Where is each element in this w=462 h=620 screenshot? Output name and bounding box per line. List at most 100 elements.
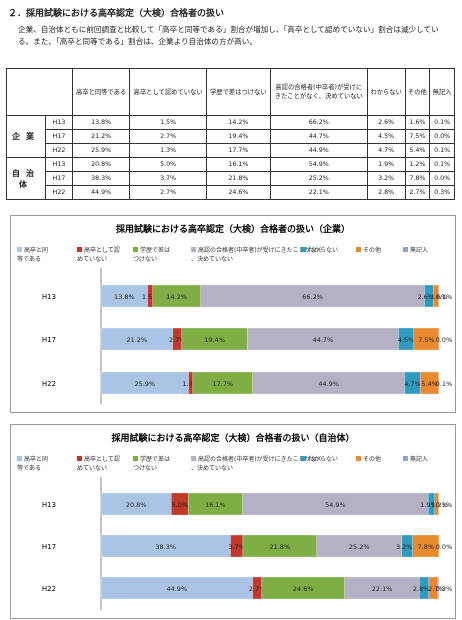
- data-label: 0.1%: [436, 501, 453, 509]
- table-column-header: 学歴で差はつけない: [205, 68, 271, 116]
- table-column-header: わからない: [366, 68, 406, 116]
- table-column-header: 無記入: [429, 68, 455, 116]
- data-label: 2.7%: [169, 336, 186, 344]
- data-label: 0.1%: [436, 380, 453, 388]
- data-label: 22.1%: [372, 585, 393, 593]
- table-cell: 44.9%: [269, 143, 368, 158]
- table-column-header: 高卒として認めていない: [129, 68, 207, 116]
- legend-swatch: [403, 247, 408, 252]
- data-label: 54.9%: [325, 501, 346, 509]
- table-cell: 0.1%: [429, 115, 455, 130]
- data-label: 2.7%: [249, 585, 266, 593]
- data-label: 0.3%: [436, 585, 453, 593]
- data-label: 66.2%: [302, 293, 323, 301]
- table-cell: 1.6%: [404, 115, 431, 130]
- data-label: 3.2%: [396, 543, 413, 551]
- data-label: 1.5%: [142, 293, 159, 301]
- table-cell: 0.1%: [429, 157, 455, 172]
- year-cell: H17: [45, 171, 73, 186]
- table-cell: 1.3%: [129, 143, 207, 158]
- data-label: 7.5%: [418, 336, 435, 344]
- year-cell: H22: [45, 143, 73, 158]
- table-cell: 25.9%: [71, 143, 131, 158]
- table-cell: 0.3%: [429, 185, 455, 200]
- data-label: 21.2%: [126, 336, 147, 344]
- legend-label: わからない: [308, 456, 338, 463]
- category-tick-label: H17: [42, 336, 56, 344]
- table-cell: 2.7%: [129, 185, 207, 200]
- data-label: 2.8%: [413, 585, 430, 593]
- legend-label: その他: [363, 455, 381, 463]
- table-cell: 3.7%: [129, 171, 207, 186]
- data-label: 2.7%: [428, 585, 445, 593]
- data-label: 44.9%: [318, 380, 339, 388]
- data-label: 0.0%: [436, 336, 453, 344]
- legend-label: 学歴で差はつけない: [133, 455, 170, 472]
- legend-swatch: [17, 247, 22, 252]
- data-label: 19.4%: [204, 336, 225, 344]
- table-cell: 2.6%: [366, 115, 406, 130]
- data-label: 25.2%: [349, 543, 370, 551]
- legend-swatch: [191, 247, 196, 252]
- table-cell: 14.2%: [205, 115, 271, 130]
- data-label: 4.5%: [398, 336, 415, 344]
- chart-kigyo-svg: 採用試験における高卒認定（大検）合格者の扱い（企業） 高卒と同等である 高卒として認…: [17, 223, 453, 404]
- table-cell: 1.2%: [404, 157, 431, 172]
- table-cell: 1.5%: [129, 115, 207, 130]
- data-label: 44.7%: [313, 336, 334, 344]
- data-label: 7.8%: [418, 543, 435, 551]
- table-cell: 38.3%: [71, 171, 131, 186]
- data-label: 13.8%: [114, 293, 135, 301]
- group-label-kigyo: 企業: [6, 115, 46, 158]
- table-cell: 7.5%: [404, 129, 431, 144]
- legend-swatch: [356, 456, 361, 461]
- category-tick-label: H17: [42, 543, 56, 551]
- data-label: 5.4%: [421, 380, 438, 388]
- table-row: H22 25.9% 1.3% 17.7% 44.9% 4.7% 5.4% 0.1…: [7, 143, 455, 158]
- year-cell: H17: [45, 129, 73, 144]
- table-column-header: その他: [404, 68, 431, 116]
- table-cell: 7.8%: [404, 171, 431, 186]
- table-cell: 25.2%: [269, 171, 368, 186]
- legend-label: 学歴で差はつけない: [133, 246, 170, 263]
- table-cell: 2.8%: [366, 185, 406, 200]
- category-tick-label: H22: [42, 380, 56, 388]
- legend-swatch: [17, 456, 22, 461]
- legend-swatch: [301, 247, 306, 252]
- data-label: 0.1%: [436, 293, 453, 301]
- table-column-header: 高卒と同等である: [71, 68, 131, 116]
- legend-label: その他: [363, 246, 381, 254]
- chart-kigyo: 採用試験における高卒認定（大検）合格者の扱い（企業） 高卒と同等である 高卒として認…: [10, 215, 456, 413]
- legend-label: 高認の合格者(中卒者)が受けにきたことがなく、決めていない: [191, 246, 323, 263]
- legend-label: 高認の合格者(中卒者)が受けにきたことがなく、決めていない: [191, 455, 323, 472]
- chart-jichitai-svg: 採用試験における高卒認定（大検）合格者の扱い（自治体） 高卒と同等である 高卒として…: [17, 432, 453, 610]
- year-cell: H13: [45, 157, 73, 172]
- data-label: 25.9%: [134, 380, 155, 388]
- data-label: 20.8%: [126, 501, 147, 509]
- table-cell: 0.0%: [429, 171, 455, 186]
- table-column-header: 高認の合格者(中卒者)が受けにきたことがなく、決めていない: [269, 68, 368, 116]
- legend-swatch: [77, 456, 82, 461]
- legend-swatch: [301, 456, 306, 461]
- table-row: 自治体 H13 20.8% 5.0% 16.1% 54.9% 1.9% 1.2%…: [6, 157, 455, 200]
- bar-segment: [437, 576, 440, 600]
- legend-swatch: [133, 456, 138, 461]
- document-title: ２．採用試験における高卒認定（大検）合格者の扱い: [8, 9, 225, 19]
- chart-title: 採用試験における高卒認定（大検）合格者の扱い（自治体）: [111, 432, 354, 444]
- table-cell: 2.7%: [404, 185, 431, 200]
- data-label: 5.0%: [171, 501, 188, 509]
- chart-title: 採用試験における高卒認定（大検）合格者の扱い（企業）: [116, 223, 350, 235]
- legend-swatch: [356, 247, 361, 252]
- table-cell: 13.8%: [71, 115, 131, 130]
- legend-label: 高卒として認めていない: [77, 246, 120, 263]
- data-label: 44.9%: [166, 585, 187, 593]
- table-cell: 17.7%: [205, 143, 271, 158]
- legend-swatch: [403, 456, 408, 461]
- table-cell: 22.1%: [269, 185, 368, 200]
- table-cell: 21.2%: [71, 129, 131, 144]
- summary-table: 高卒と同等である 高卒として認めていない 学歴で差はつけない 高認の合格者(中卒…: [6, 68, 455, 200]
- table-cell: 54.9%: [269, 157, 368, 172]
- data-label: 14.2%: [166, 293, 187, 301]
- legend-label: わからない: [308, 247, 338, 254]
- table-row: H17 21.2% 2.7% 19.4% 44.7% 4.5% 7.5% 0.0…: [7, 129, 455, 144]
